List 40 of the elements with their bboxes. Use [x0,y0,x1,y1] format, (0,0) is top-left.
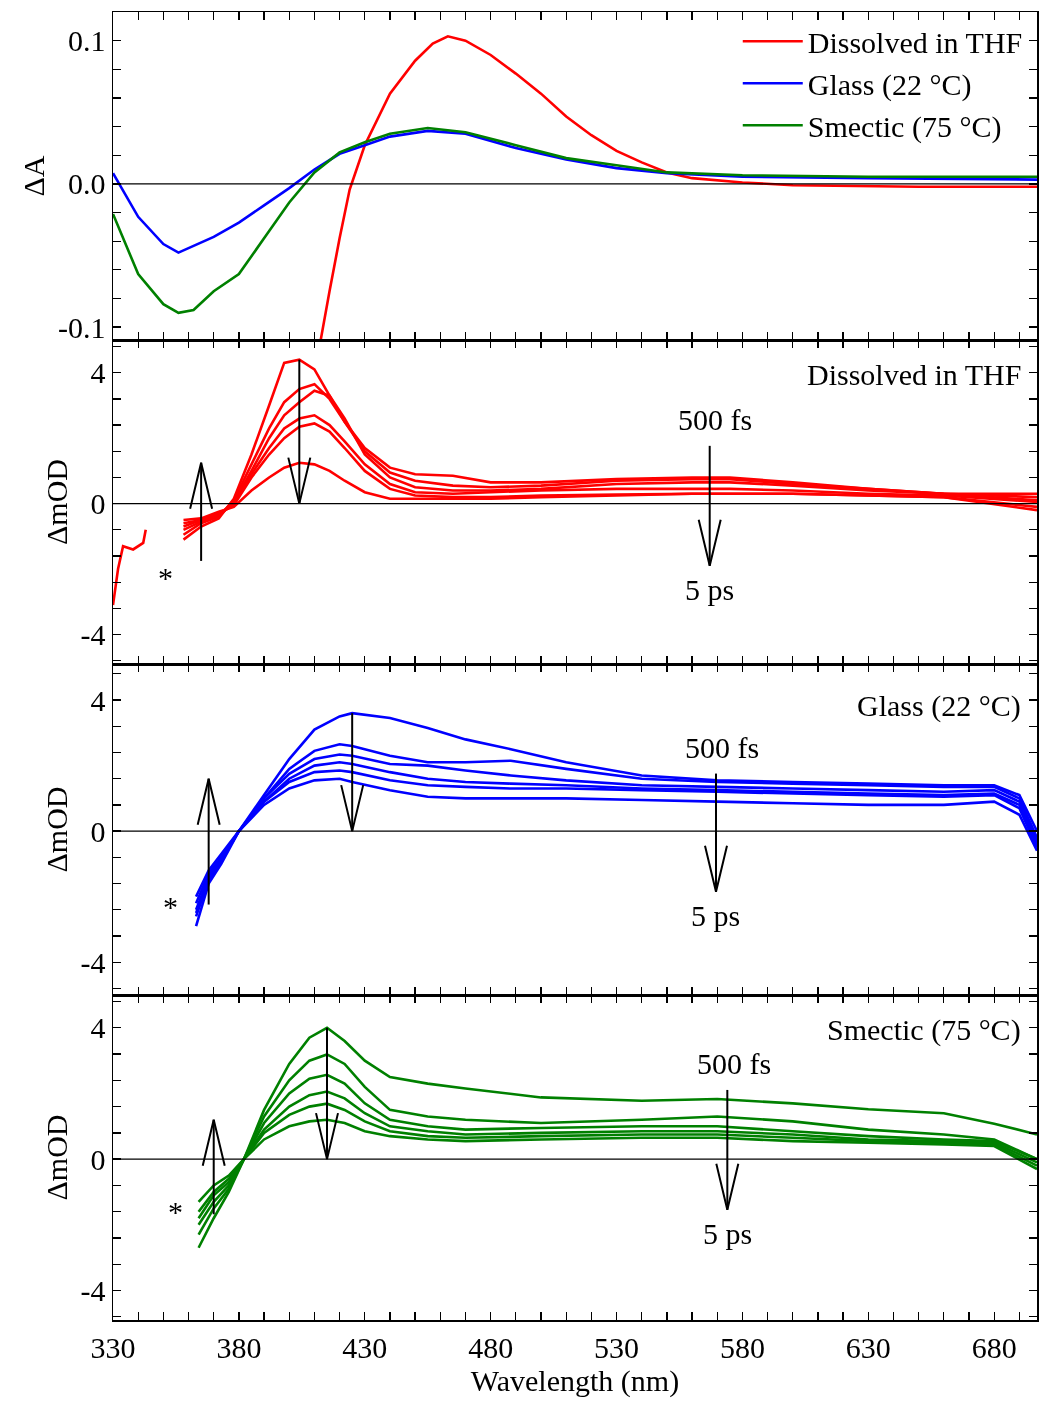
x-tick-label: 330 [90,1330,136,1364]
annotation: * [163,890,178,923]
annotation: Glass (22 °C) [857,689,1021,723]
annotation: 500 fs [697,1047,772,1080]
y-axis-title: ΔmOD [39,786,73,873]
y-tick-label: 4 [90,683,106,717]
y-tick-label: 0 [90,487,106,521]
annotation: 5 ps [685,573,735,606]
x-tick-label: 430 [342,1330,388,1364]
x-tick-label: 380 [216,1330,262,1364]
legend-label: Smectic (75 °C) [807,109,1002,144]
y-tick-label: 0.1 [68,24,106,58]
y-tick-label: 0.0 [68,167,106,201]
x-tick-label: 680 [971,1330,1017,1364]
legend-label: Glass (22 °C) [807,67,972,102]
legend-label: Dissolved in THF [807,25,1023,59]
y-axis-title: ΔA [17,155,51,197]
annotation: Dissolved in THF [807,358,1022,391]
annotation: 5 ps [703,1217,753,1250]
y-tick-label: 4 [90,356,106,390]
y-tick-label: -4 [80,945,106,979]
y-axis-title: ΔmOD [39,1114,73,1201]
y-tick-label: -4 [80,1273,106,1307]
x-axis-title: Wavelength (nm) [470,1363,680,1398]
x-tick-label: 580 [719,1330,765,1364]
annotation: * [158,561,173,594]
y-tick-label: -0.1 [58,310,106,344]
x-tick-label: 480 [468,1330,514,1364]
y-tick-label: 0 [90,814,106,848]
annotation: 5 ps [691,899,741,932]
annotation: 500 fs [685,731,760,764]
y-tick-label: -4 [80,618,106,652]
annotation: Smectic (75 °C) [827,1013,1021,1047]
y-tick-label: 0 [90,1142,106,1176]
y-tick-label: 4 [90,1011,106,1045]
annotation: 500 fs [678,403,753,436]
x-tick-label: 530 [594,1330,640,1364]
y-axis-title: ΔmOD [39,459,73,545]
annotation: * [168,1195,183,1228]
x-tick-label: 630 [845,1330,891,1364]
